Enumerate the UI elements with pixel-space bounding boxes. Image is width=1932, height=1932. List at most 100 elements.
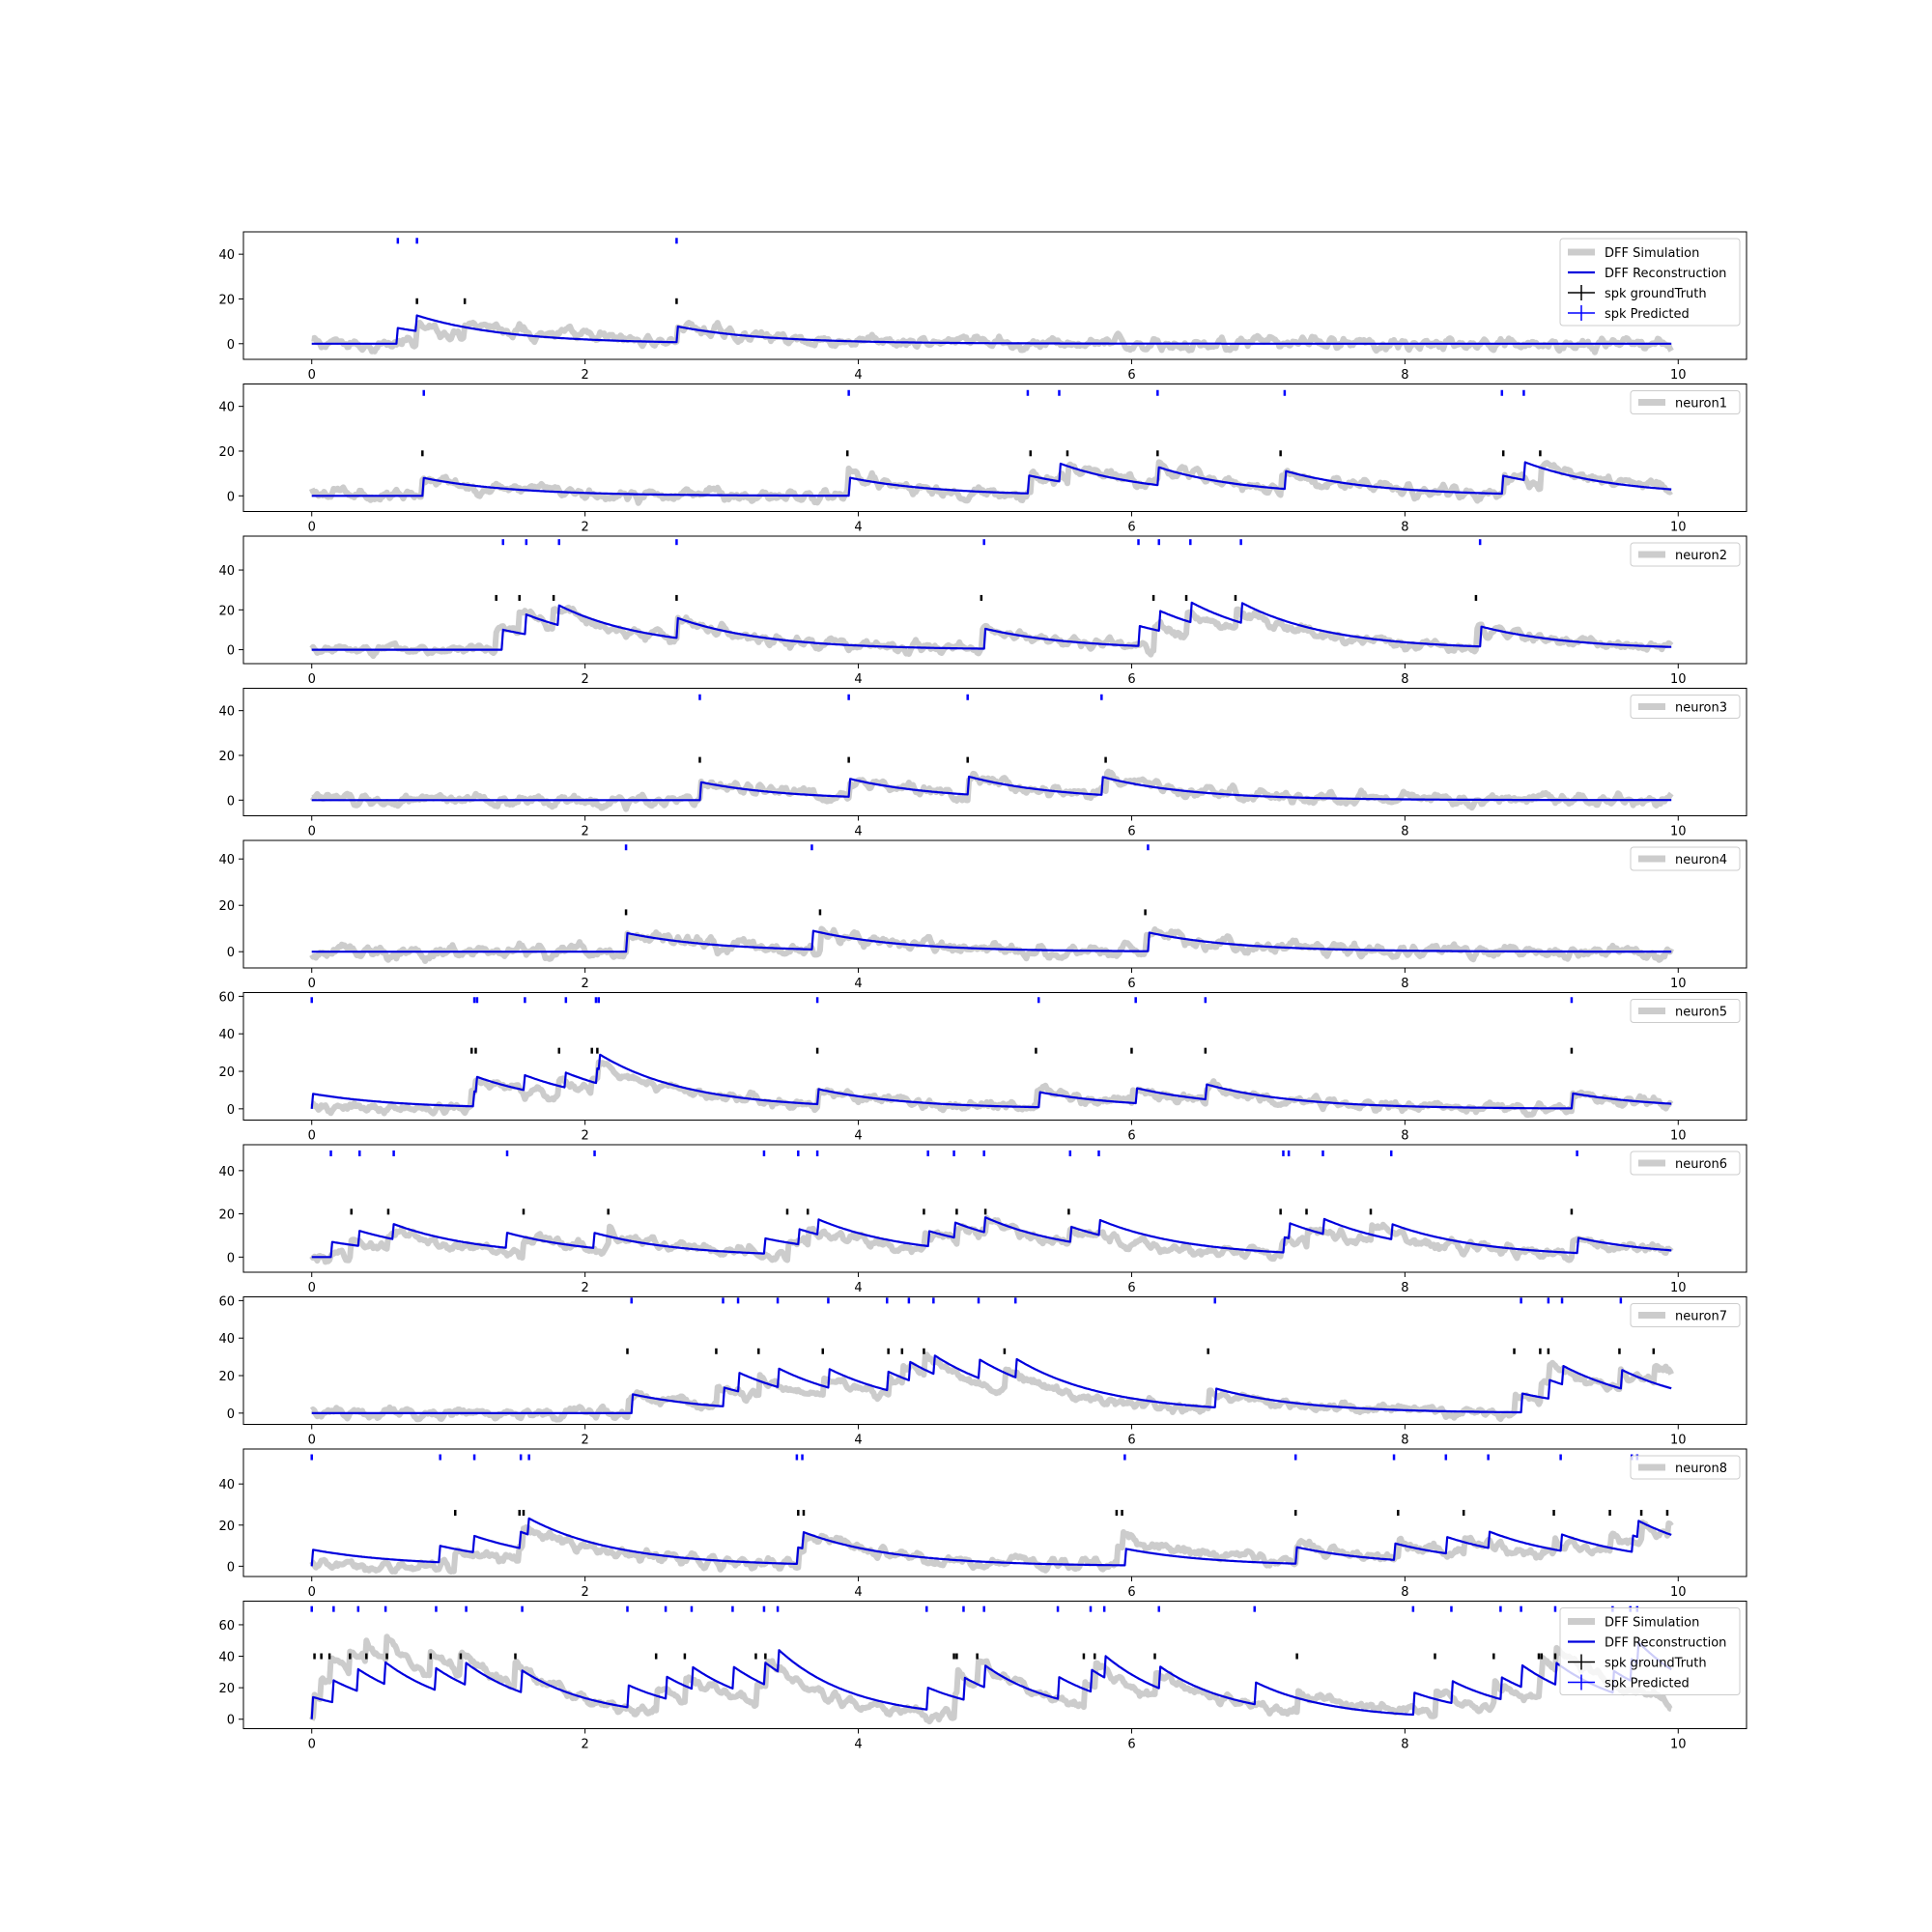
y-tick-label: 20 bbox=[218, 445, 235, 460]
y-tick-label: 0 bbox=[227, 338, 235, 353]
dff-reconstruction-line bbox=[310, 1517, 1672, 1567]
axes-frame bbox=[242, 688, 1747, 816]
subplot-8: 0 2 4 6 8 10 0 20 40 neuron8 bbox=[218, 1448, 1747, 1600]
legend-box bbox=[1630, 1455, 1741, 1480]
legend-box bbox=[1630, 390, 1741, 414]
y-tick-label: 40 bbox=[218, 1165, 235, 1179]
x-tick-label: 6 bbox=[1127, 1738, 1135, 1752]
x-tick-label: 2 bbox=[581, 1434, 588, 1448]
x-tick-label: 10 bbox=[1670, 1585, 1687, 1600]
legend-label: DFF Reconstruction bbox=[1605, 1636, 1726, 1651]
x-tick-label: 2 bbox=[581, 1738, 588, 1752]
y-tick-label: 0 bbox=[227, 1251, 235, 1265]
dff-reconstruction-line bbox=[311, 461, 1672, 497]
x-tick-label: 0 bbox=[308, 672, 316, 687]
x-tick-label: 4 bbox=[854, 1585, 862, 1600]
x-tick-label: 0 bbox=[308, 977, 316, 991]
subplot-9: 0 2 4 6 8 10 0 20 40 60 DFF Simulation DFF Reconstr… bbox=[218, 1601, 1747, 1752]
y-tick-label: 40 bbox=[218, 1332, 235, 1347]
y-tick-label: 0 bbox=[227, 1560, 235, 1575]
subplot-5: 0 2 4 6 8 10 0 20 40 60 neuron5 bbox=[218, 990, 1747, 1144]
legend-label: spk groundTruth bbox=[1605, 1657, 1707, 1671]
y-tick-label: 40 bbox=[218, 853, 235, 867]
axes-frame bbox=[242, 1601, 1747, 1729]
x-tick-label: 8 bbox=[1401, 1434, 1408, 1448]
legend-label: DFF Simulation bbox=[1605, 246, 1699, 261]
x-tick-label: 6 bbox=[1127, 1585, 1135, 1600]
plot-area bbox=[309, 1150, 1674, 1265]
x-tick-label: 8 bbox=[1401, 672, 1408, 687]
legend-box bbox=[1630, 542, 1741, 567]
x-tick-label: 8 bbox=[1401, 521, 1408, 535]
y-tick-label: 0 bbox=[227, 490, 235, 504]
dff-simulation-line bbox=[309, 1214, 1674, 1265]
legend-label: neuron1 bbox=[1675, 397, 1727, 412]
dff-simulation-line bbox=[308, 1634, 1673, 1725]
legend: neuron5 bbox=[1630, 999, 1741, 1023]
x-tick-label: 10 bbox=[1670, 825, 1687, 839]
legend-box bbox=[1630, 695, 1741, 719]
y-tick-label: 20 bbox=[218, 1208, 235, 1223]
legend-box bbox=[1630, 1151, 1741, 1176]
legend-label: spk groundTruth bbox=[1605, 287, 1707, 301]
x-tick-label: 0 bbox=[308, 521, 316, 535]
x-tick-label: 4 bbox=[854, 672, 862, 687]
x-tick-label: 2 bbox=[581, 672, 588, 687]
axes-frame bbox=[242, 1144, 1747, 1273]
x-tick-label: 6 bbox=[1127, 368, 1135, 383]
legend: neuron4 bbox=[1630, 846, 1741, 871]
y-tick-label: 20 bbox=[218, 1065, 235, 1080]
x-tick-label: 2 bbox=[581, 1129, 588, 1144]
y-tick-label: 40 bbox=[218, 705, 235, 720]
y-tick-label: 0 bbox=[227, 946, 235, 960]
x-tick-label: 6 bbox=[1127, 672, 1135, 687]
dff-reconstruction-line bbox=[311, 929, 1672, 953]
x-tick-label: 8 bbox=[1401, 825, 1408, 839]
x-tick-label: 4 bbox=[854, 1281, 862, 1295]
x-tick-label: 6 bbox=[1127, 521, 1135, 535]
legend-label: neuron4 bbox=[1675, 853, 1727, 867]
x-tick-label: 2 bbox=[581, 825, 588, 839]
x-tick-label: 4 bbox=[854, 825, 862, 839]
x-tick-label: 0 bbox=[308, 1585, 316, 1600]
y-tick-label: 0 bbox=[227, 1407, 235, 1422]
x-tick-label: 4 bbox=[854, 1434, 862, 1448]
dff-reconstruction-line bbox=[310, 1053, 1672, 1110]
subplot-0: 0 2 4 6 8 10 0 20 40 DFF Simulation DFF Reconstruc… bbox=[218, 231, 1747, 383]
x-tick-label: 2 bbox=[581, 521, 588, 535]
legend: neuron3 bbox=[1630, 695, 1741, 719]
legend-box bbox=[1630, 846, 1741, 871]
x-tick-label: 4 bbox=[854, 1738, 862, 1752]
legend-label: neuron3 bbox=[1675, 701, 1727, 716]
x-tick-label: 10 bbox=[1670, 672, 1687, 687]
dff-simulation-line bbox=[308, 459, 1673, 506]
y-tick-label: 40 bbox=[218, 401, 235, 415]
legend-box bbox=[1559, 1607, 1741, 1695]
x-tick-label: 10 bbox=[1670, 1281, 1687, 1295]
dff-reconstruction-line bbox=[311, 1216, 1672, 1259]
subplot-1: 0 2 4 6 8 10 0 20 40 neuron1 bbox=[218, 384, 1747, 535]
dff-reconstruction-line bbox=[311, 601, 1672, 651]
legend: neuron8 bbox=[1630, 1455, 1741, 1480]
dff-reconstruction-line bbox=[310, 1641, 1672, 1719]
y-tick-label: 20 bbox=[218, 1682, 235, 1696]
legend-label: neuron2 bbox=[1675, 549, 1727, 563]
plot-area bbox=[309, 844, 1674, 964]
legend-label: DFF Simulation bbox=[1605, 1616, 1699, 1631]
legend-box bbox=[1630, 999, 1741, 1023]
y-tick-label: 60 bbox=[218, 990, 235, 1005]
legend-box bbox=[1559, 238, 1741, 327]
y-tick-label: 20 bbox=[218, 293, 235, 307]
subplot-4: 0 2 4 6 8 10 0 20 40 neuron4 bbox=[218, 839, 1747, 991]
y-tick-label: 20 bbox=[218, 899, 235, 914]
axes-frame bbox=[242, 384, 1747, 512]
legend: neuron6 bbox=[1630, 1151, 1741, 1176]
x-tick-label: 6 bbox=[1127, 1434, 1135, 1448]
y-tick-label: 20 bbox=[218, 604, 235, 618]
x-tick-label: 0 bbox=[308, 368, 316, 383]
x-tick-label: 10 bbox=[1670, 1434, 1687, 1448]
legend: neuron1 bbox=[1630, 390, 1741, 414]
y-tick-label: 0 bbox=[227, 794, 235, 809]
x-tick-label: 2 bbox=[581, 1281, 588, 1295]
x-tick-label: 8 bbox=[1401, 1129, 1408, 1144]
